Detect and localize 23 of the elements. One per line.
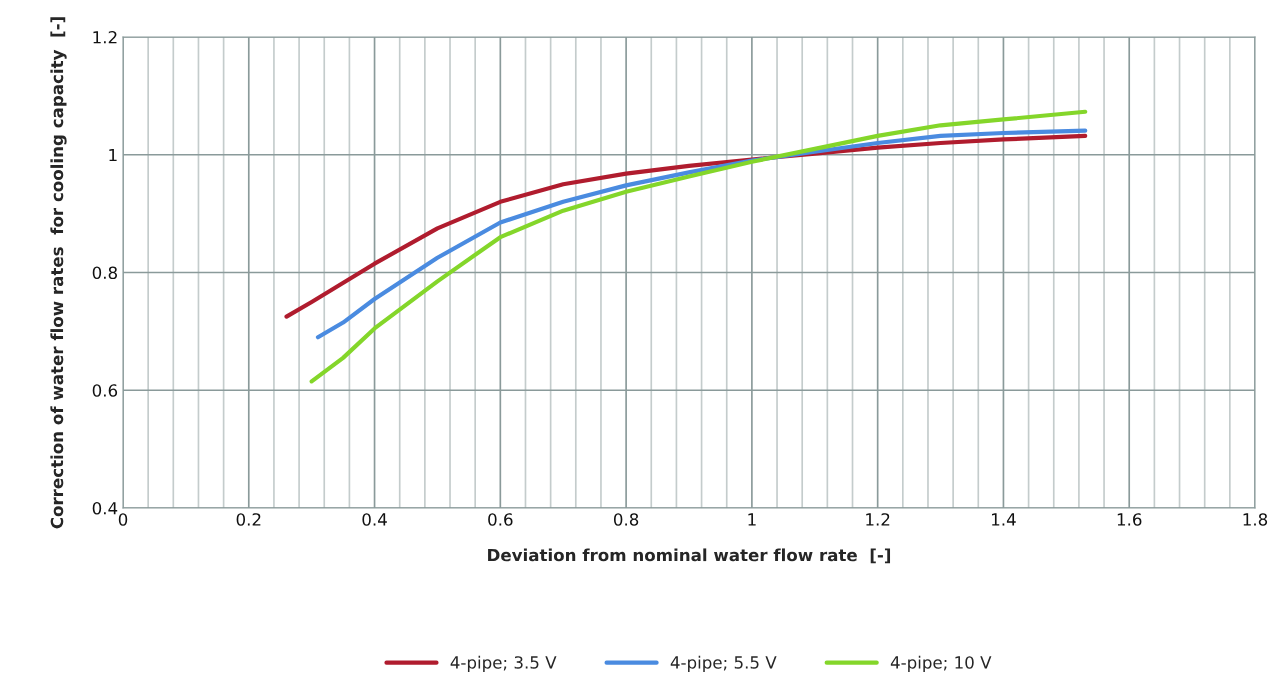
line-series	[315, 128, 1088, 340]
x-tick-label: 1.6	[1117, 513, 1142, 526]
x-tick-label: 0.8	[613, 513, 639, 526]
legend-label: 4-pipe; 3.5 V	[450, 655, 557, 672]
legend-label: 4-pipe; 10 V	[890, 655, 992, 672]
x-tick-label: 0.4	[362, 513, 387, 526]
y-tick-label: 0.6	[92, 384, 118, 397]
x-tick-label: 0.2	[236, 513, 261, 526]
y-tick-label: 1	[109, 148, 117, 162]
y-tick-label: 1.2	[93, 30, 117, 44]
y-axis-title: Correction of water flow rates for cooling capacity [-]	[50, 17, 67, 529]
x-tick-label: 1.4	[992, 513, 1016, 526]
line-series	[284, 133, 1088, 319]
y-tick-label: 0.4	[92, 501, 118, 515]
x-axis-title: Deviation from nominal water flow rate [-]	[488, 548, 891, 564]
x-tick-label: 1.2	[866, 513, 890, 526]
legend-label: 4-pipe; 5.5 V	[670, 655, 777, 672]
line-series	[309, 109, 1088, 384]
x-tick-label: 0.6	[488, 513, 513, 526]
x-tick-label: 1	[748, 513, 756, 526]
y-tick-label: 0.8	[92, 266, 117, 280]
x-tick-label: 0	[118, 513, 128, 526]
x-tick-label: 1.8	[1243, 513, 1268, 526]
